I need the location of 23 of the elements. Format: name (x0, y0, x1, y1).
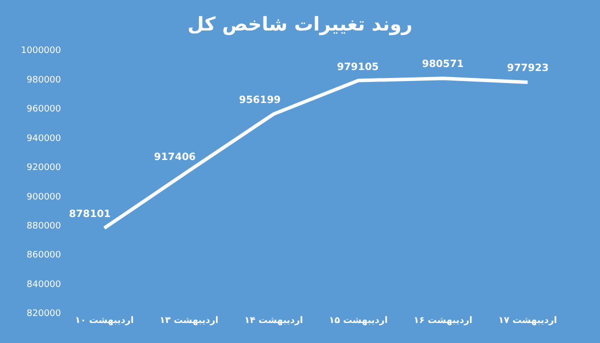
chart-title: روند تغییرات شاخص کل (188, 13, 412, 36)
y-tick-label: 860000 (26, 250, 62, 261)
data-label: 979105 (337, 62, 379, 73)
data-label: 917406 (154, 152, 196, 163)
x-tick-label: ۱۳ اردیبهشت (160, 316, 218, 326)
y-tick-label: 920000 (26, 163, 62, 174)
y-tick-label: 980000 (26, 75, 62, 86)
x-tick-label: ۱۶ اردیبهشت (414, 316, 472, 326)
x-tick-label: ۱۰ اردیبهشت (74, 316, 134, 326)
data-label: 878101 (69, 209, 111, 220)
y-tick-label: 820000 (26, 309, 62, 320)
y-tick-label: 960000 (26, 104, 62, 115)
x-tick-label: ۱۷ اردیبهشت (498, 316, 558, 326)
y-tick-label: 880000 (26, 221, 62, 232)
y-tick-label: 900000 (26, 192, 62, 202)
y-tick-label: 940000 (26, 134, 62, 144)
data-label: 956199 (239, 95, 281, 106)
data-label: 977923 (507, 63, 549, 74)
data-label: 980571 (422, 59, 464, 70)
y-tick-label: 1000000 (20, 46, 62, 56)
y-tick-label: 840000 (26, 280, 62, 290)
x-tick-label: ۱۵ اردیبهشت (328, 316, 388, 326)
x-tick-label: ۱۴ اردیبهشت (244, 316, 304, 326)
